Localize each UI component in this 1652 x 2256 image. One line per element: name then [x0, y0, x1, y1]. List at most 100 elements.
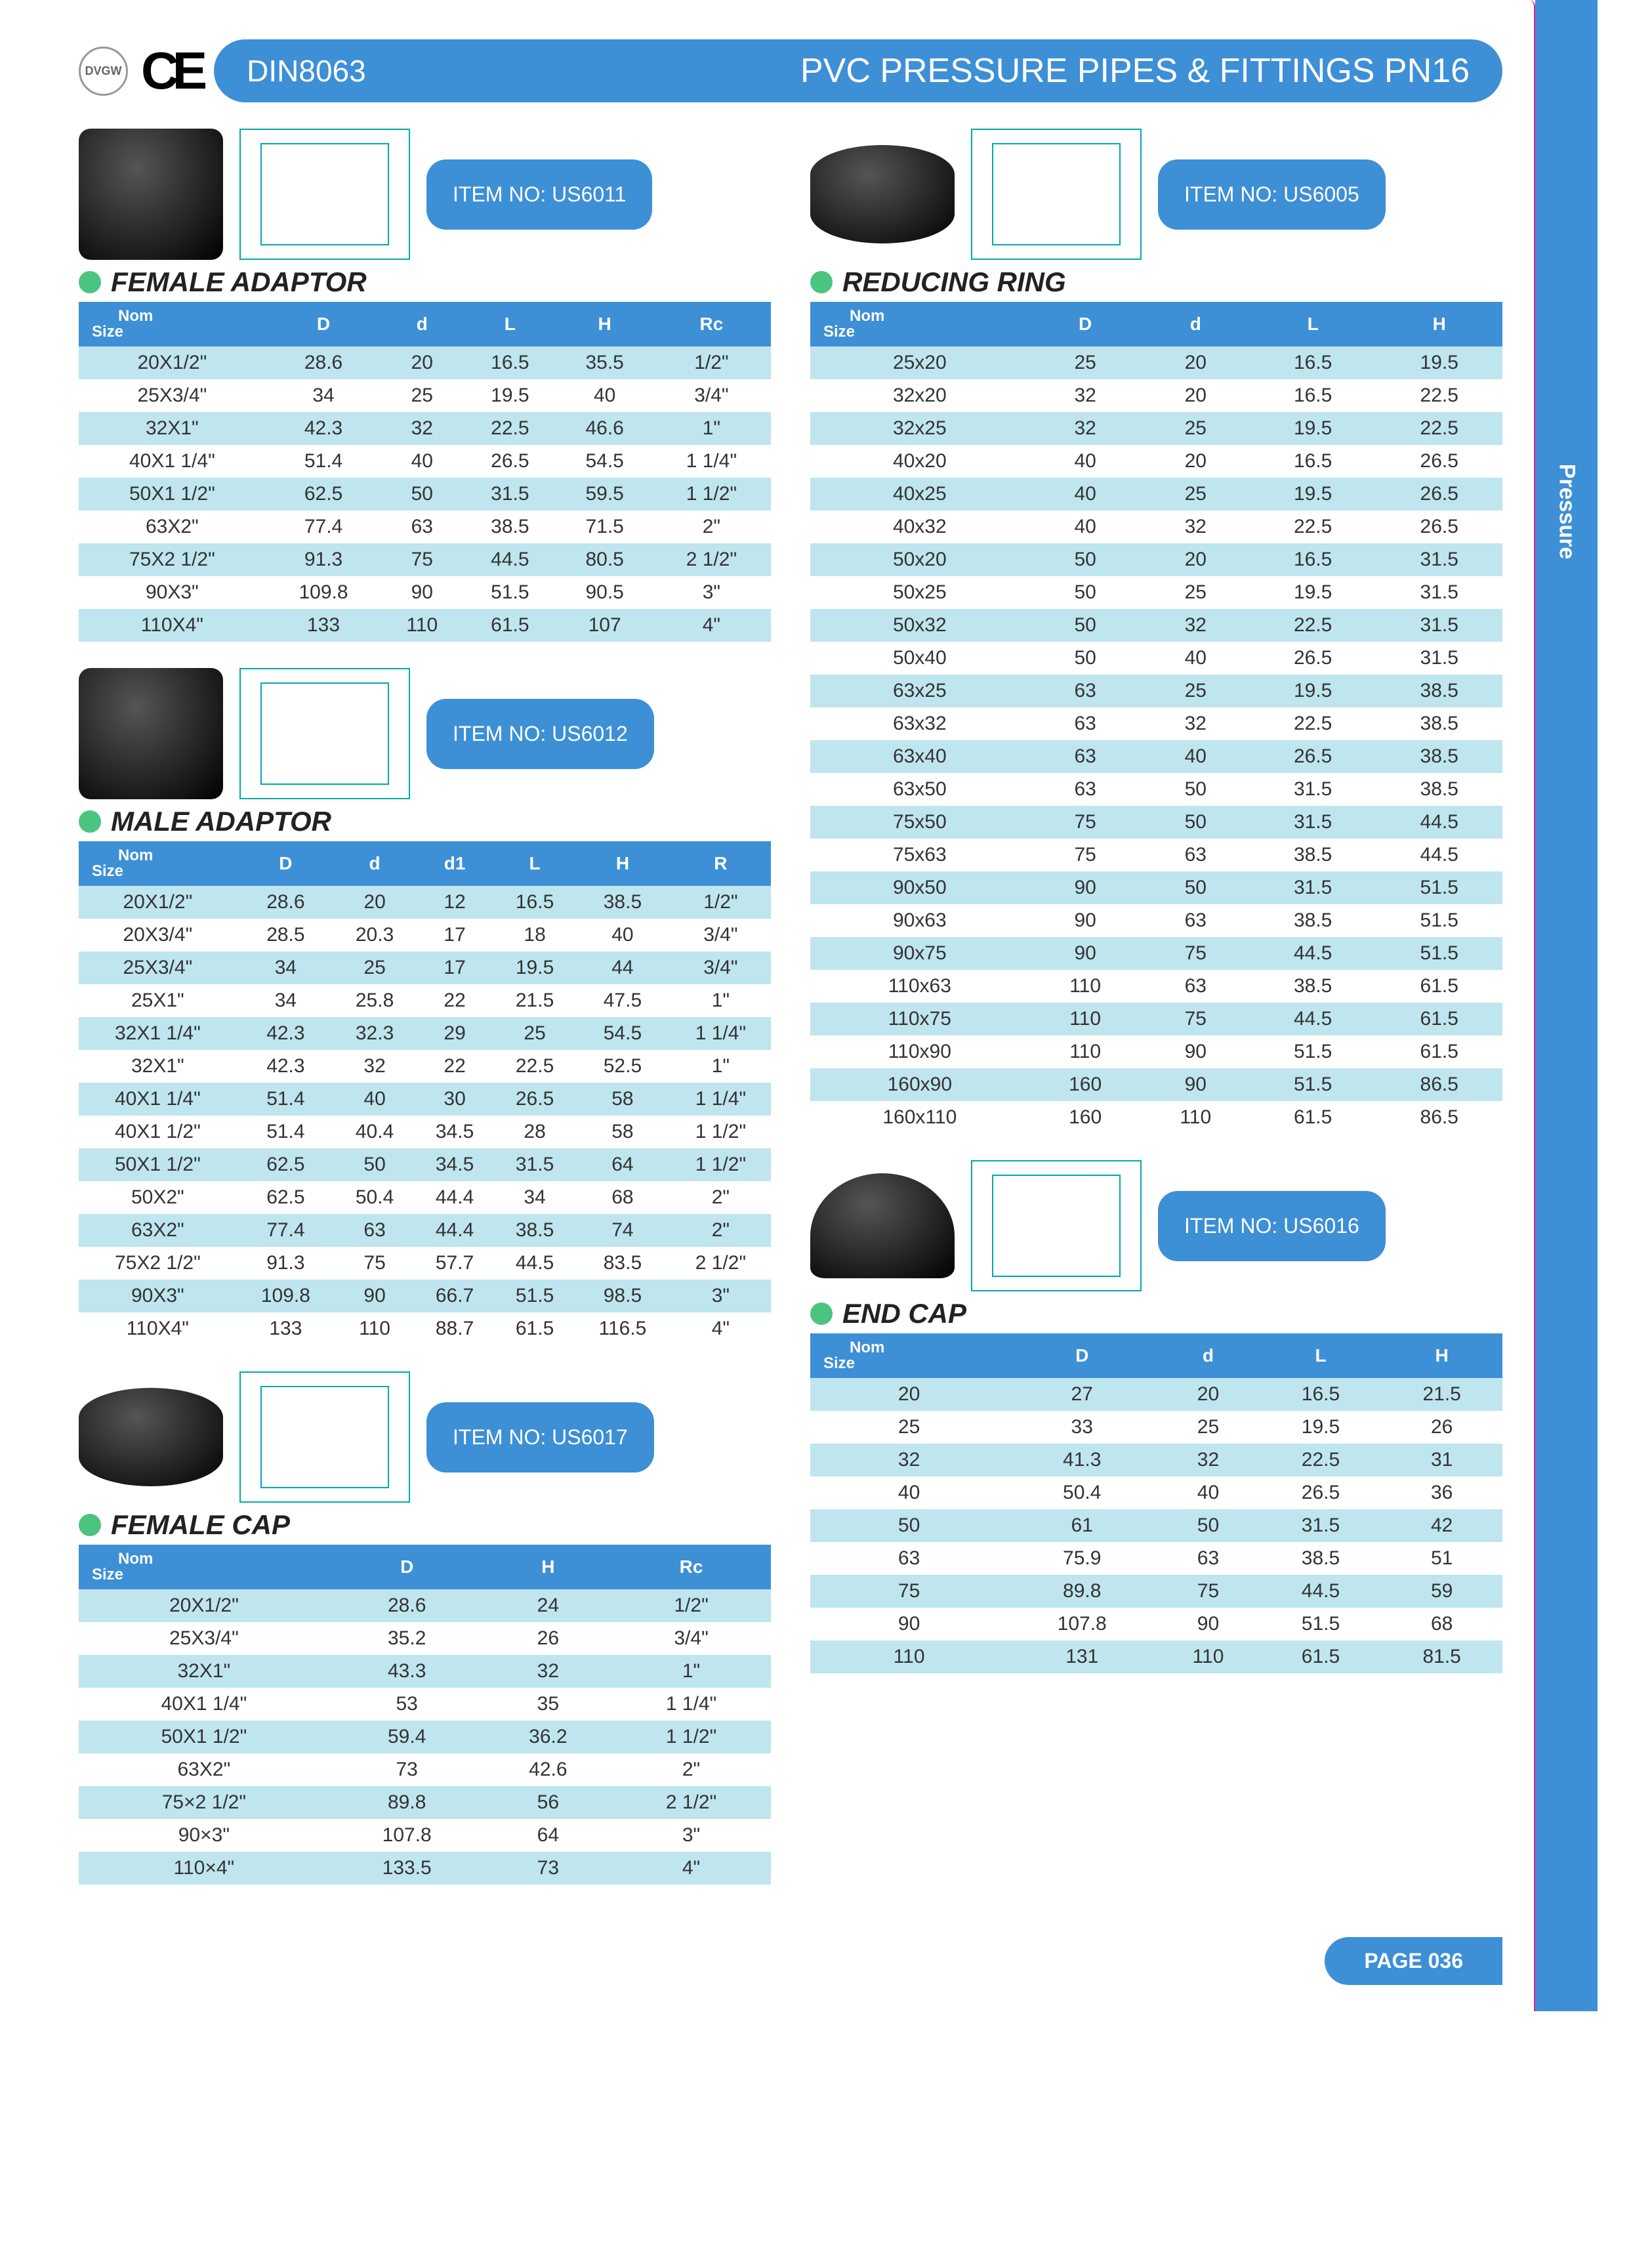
table-cell: 31.5 [1376, 543, 1502, 576]
table-cell: 61 [1008, 1509, 1156, 1542]
table-cell: 40 [1029, 511, 1142, 543]
table-row: 63X2"77.46338.571.52" [79, 511, 771, 543]
table-row: 25X1"3425.82221.547.51" [79, 984, 771, 1017]
table-cell: 2 1/2" [671, 1247, 771, 1280]
table-cell: 64 [575, 1148, 671, 1181]
table-cell: 110 [810, 1640, 1008, 1673]
table-cell: 20 [1142, 346, 1250, 379]
table-cell: 110x75 [810, 1003, 1029, 1035]
bullet-icon [79, 810, 101, 833]
column-header: L [1250, 302, 1376, 346]
table-cell: 110X4" [79, 609, 266, 642]
table-cell: 90 [1142, 1035, 1250, 1068]
table-cell: 50x20 [810, 543, 1029, 576]
table-cell: 44.5 [1376, 806, 1502, 839]
table-cell: 63 [1142, 904, 1250, 937]
table-cell: 40 [1156, 1476, 1260, 1509]
table-cell: 40 [1029, 445, 1142, 478]
table-cell: 32 [1142, 511, 1250, 543]
table-cell: 38.5 [495, 1214, 575, 1247]
table-cell: 63 [810, 1542, 1008, 1575]
table-cell: 31.5 [1376, 609, 1502, 642]
table-cell: 34 [237, 984, 335, 1017]
female-cap-table: NomSizeDHRc20X1/2"28.6241/2"25X3/4"35.22… [79, 1545, 771, 1885]
column-header: NomSize [810, 1333, 1008, 1378]
table-row: 63X2"77.46344.438.5742" [79, 1214, 771, 1247]
table-cell: 75 [1142, 937, 1250, 970]
table-cell: 31.5 [1250, 806, 1376, 839]
table-cell: 160 [1029, 1101, 1142, 1134]
table-cell: 24 [485, 1589, 611, 1622]
product-head: ITEM NO: US6011 [79, 129, 771, 260]
table-cell: 75×2 1/2" [79, 1786, 329, 1819]
table-cell: 40X1 1/2" [79, 1116, 237, 1148]
column-header: Rc [611, 1545, 771, 1589]
table-cell: 51.4 [237, 1116, 335, 1148]
table-cell: 44.5 [1376, 839, 1502, 871]
table-cell: 3/4" [671, 919, 771, 951]
table-cell: 2" [611, 1753, 771, 1786]
table-cell: 19.5 [1250, 675, 1376, 707]
product-diagram [971, 129, 1142, 260]
page-footer: PAGE 036 [79, 1937, 1502, 1985]
table-row: 160x11016011061.586.5 [810, 1101, 1502, 1134]
table-cell: 1 1/2" [671, 1148, 771, 1181]
table-cell: 90 [1029, 904, 1142, 937]
male-adaptor-table: NomSizeDdd1LHR20X1/2"28.6201216.538.51/2… [79, 841, 771, 1345]
table-cell: 75x63 [810, 839, 1029, 871]
table-cell: 44.5 [463, 543, 557, 576]
table-cell: 28 [495, 1116, 575, 1148]
table-cell: 44.4 [415, 1181, 495, 1214]
table-cell: 40X1 1/4" [79, 445, 266, 478]
table-row: 40x25402519.526.5 [810, 478, 1502, 511]
table-cell: 107.8 [329, 1819, 485, 1852]
table-cell: 40 [1029, 478, 1142, 511]
table-cell: 16.5 [1250, 346, 1376, 379]
table-cell: 22.5 [1376, 379, 1502, 412]
column-header: H [1381, 1333, 1502, 1378]
end-cap-table: NomSizeDdLH20272016.521.525332519.526324… [810, 1333, 1502, 1673]
table-cell: 40x25 [810, 478, 1029, 511]
end-cap-block: ITEM NO: US6016 END CAP NomSizeDdLH20272… [810, 1160, 1502, 1673]
bullet-icon [79, 271, 101, 293]
table-cell: 63x25 [810, 675, 1029, 707]
table-cell: 32 [1029, 412, 1142, 445]
table-cell: 32X1" [79, 1655, 329, 1688]
table-cell: 51.5 [1376, 937, 1502, 970]
table-cell: 50 [810, 1509, 1008, 1542]
table-cell: 63x40 [810, 740, 1029, 773]
table-cell: 34.5 [415, 1148, 495, 1181]
table-cell: 59.5 [558, 478, 652, 511]
table-row: 63x25632519.538.5 [810, 675, 1502, 707]
right-column: ITEM NO: US6005 REDUCING RING NomSizeDdL… [810, 129, 1502, 1911]
table-cell: 2" [671, 1214, 771, 1247]
product-head: ITEM NO: US6016 [810, 1160, 1502, 1291]
table-cell: 35.5 [558, 346, 652, 379]
table-cell: 98.5 [575, 1280, 671, 1312]
table-cell: 57.7 [415, 1247, 495, 1280]
table-row: 40X1 1/4"51.44026.554.51 1/4" [79, 445, 771, 478]
table-cell: 50 [1029, 609, 1142, 642]
table-cell: 22.5 [1260, 1444, 1382, 1476]
table-row: 90x50905031.551.5 [810, 871, 1502, 904]
table-row: 90x75907544.551.5 [810, 937, 1502, 970]
table-row: 40x20402016.526.5 [810, 445, 1502, 478]
table-cell: 1 1/4" [652, 445, 771, 478]
table-cell: 51.5 [1250, 1068, 1376, 1101]
table-cell: 61.5 [495, 1312, 575, 1345]
table-cell: 19.5 [463, 379, 557, 412]
column-header: d [335, 841, 415, 886]
table-cell: 26.5 [1376, 511, 1502, 543]
table-row: 20X1/2"28.6241/2" [79, 1589, 771, 1622]
table-row: 90X3"109.89051.590.53" [79, 576, 771, 609]
column-header: d [1156, 1333, 1260, 1378]
table-cell: 109.8 [266, 576, 382, 609]
column-header: L [495, 841, 575, 886]
table-cell: 25X3/4" [79, 1622, 329, 1655]
table-cell: 19.5 [1250, 576, 1376, 609]
table-cell: 59 [1381, 1575, 1502, 1608]
product-head: ITEM NO: US6017 [79, 1371, 771, 1503]
table-cell: 31.5 [463, 478, 557, 511]
table-cell: 16.5 [1250, 445, 1376, 478]
table-cell: 12 [415, 886, 495, 919]
